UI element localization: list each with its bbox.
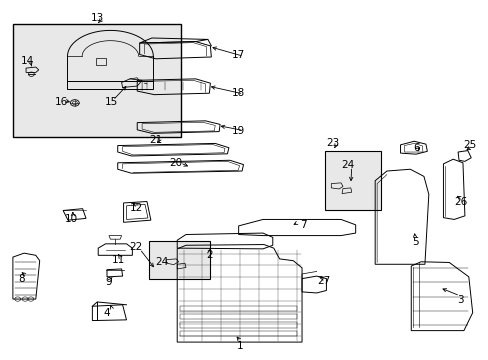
Text: 16: 16 [55,97,68,107]
Text: 2: 2 [205,250,212,260]
Text: 18: 18 [231,88,245,98]
Text: 24: 24 [341,160,354,170]
Text: 15: 15 [105,97,118,107]
Text: 24: 24 [155,257,168,267]
Text: 9: 9 [105,277,112,287]
Bar [149,241,210,279]
Bar [13,24,181,137]
Text: 27: 27 [316,276,329,286]
Text: 3: 3 [456,295,463,305]
Text: 10: 10 [65,214,78,224]
Text: 20: 20 [169,158,183,168]
Text: 4: 4 [103,309,110,318]
Text: 11: 11 [112,255,125,265]
Text: 21: 21 [149,135,162,145]
Text: 19: 19 [231,126,245,135]
Text: 26: 26 [453,197,467,207]
Text: 17: 17 [231,50,245,60]
Text: 12: 12 [129,203,142,213]
Text: 23: 23 [326,139,339,148]
Text: 7: 7 [299,220,305,230]
Text: 8: 8 [18,274,24,284]
Text: 22: 22 [129,242,142,252]
Text: 25: 25 [462,140,475,150]
Text: 13: 13 [90,13,103,23]
Text: 6: 6 [412,143,419,153]
Text: 5: 5 [411,237,418,247]
Text: 14: 14 [21,56,34,66]
Bar [325,151,380,211]
Text: 1: 1 [237,341,244,351]
